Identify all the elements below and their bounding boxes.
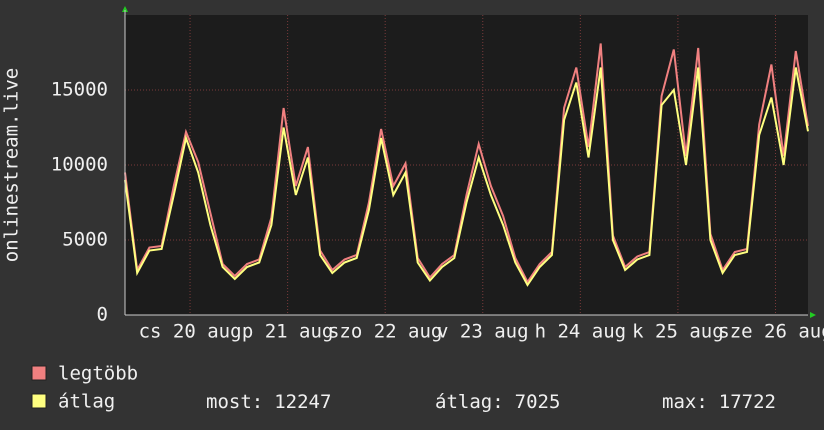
x-tick-label: szo 22 aug <box>328 321 442 343</box>
x-tick-label: k 25 aug <box>632 321 724 343</box>
legend-label: legtöbb <box>58 363 138 385</box>
plot-area <box>125 15 808 315</box>
x-tick-label: cs 20 aug <box>139 321 242 343</box>
y-tick-label: 10000 <box>51 154 108 176</box>
y-tick-label: 5000 <box>62 229 108 251</box>
stat-label: most: <box>206 391 263 413</box>
stat: átlag: 7025 <box>435 391 560 413</box>
stat-label: átlag: <box>435 391 504 413</box>
series-line <box>124 67 809 287</box>
stat: most: 12247 <box>206 391 331 413</box>
y-tick-label: 0 <box>97 304 108 326</box>
stat: max: 17722 <box>662 391 776 413</box>
axis-arrow <box>810 312 816 318</box>
legend-swatch <box>31 393 47 409</box>
stat-label: max: <box>662 391 708 413</box>
series-line <box>124 43 809 284</box>
axis-arrow <box>122 6 128 12</box>
legend-label: átlag <box>58 391 115 413</box>
legend-swatch <box>31 365 47 381</box>
x-tick-label: h 24 aug <box>535 321 627 343</box>
y-axis-label: onlinestream.live <box>1 68 23 262</box>
x-tick-label: v 23 aug <box>437 321 529 343</box>
stat-value: 12247 <box>274 391 331 413</box>
y-tick-label: 15000 <box>51 79 108 101</box>
stat-value: 7025 <box>515 391 561 413</box>
x-tick-label: sze 26 aug <box>718 321 824 343</box>
x-tick-label: p 21 aug <box>242 321 334 343</box>
stat-value: 17722 <box>719 391 776 413</box>
